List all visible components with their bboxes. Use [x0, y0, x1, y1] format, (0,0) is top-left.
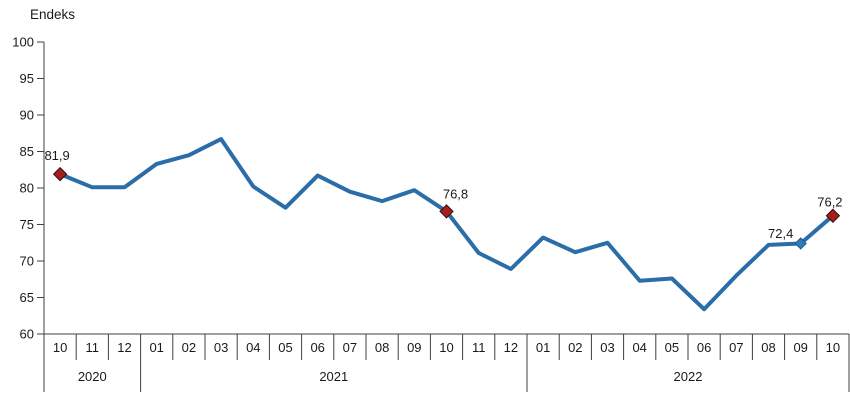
- x-tick-label: 10: [826, 340, 840, 355]
- x-tick-label: 04: [246, 340, 260, 355]
- x-tick-label: 01: [536, 340, 550, 355]
- y-tick-label: 75: [20, 217, 34, 232]
- x-tick-label: 09: [793, 340, 807, 355]
- x-tick-label: 07: [729, 340, 743, 355]
- x-tick-label: 11: [86, 340, 100, 355]
- x-tick-label: 10: [439, 340, 453, 355]
- x-tick-label: 07: [343, 340, 357, 355]
- y-tick-label: 95: [20, 71, 34, 86]
- x-tick-label: 11: [472, 340, 486, 355]
- y-tick-label: 90: [20, 108, 34, 123]
- x-tick-label: 12: [117, 340, 131, 355]
- data-marker-red: [825, 208, 841, 223]
- year-label: 2022: [674, 369, 703, 384]
- data-marker-red: [52, 166, 68, 182]
- x-tick-label: 02: [568, 340, 582, 355]
- y-tick-label: 100: [12, 35, 34, 50]
- x-tick-label: 08: [375, 340, 389, 355]
- x-tick-label: 10: [53, 340, 67, 355]
- x-tick-label: 02: [182, 340, 196, 355]
- x-tick-label: 12: [504, 340, 518, 355]
- data-label: 76,2: [817, 195, 842, 210]
- data-label: 81,9: [44, 148, 69, 163]
- data-line: [58, 137, 835, 312]
- x-tick-label: 03: [600, 340, 614, 355]
- y-tick-label: 85: [20, 144, 34, 159]
- x-tick-label: 05: [278, 340, 292, 355]
- x-tick-label: 08: [761, 340, 775, 355]
- x-tick-label: 01: [149, 340, 163, 355]
- year-label: 2020: [78, 369, 107, 384]
- y-tick-label: 60: [20, 327, 34, 342]
- x-tick-label: 05: [665, 340, 679, 355]
- data-label: 72,4: [768, 226, 793, 241]
- data-label: 76,8: [443, 186, 468, 201]
- x-tick-label: 06: [697, 340, 711, 355]
- data-marker-blue: [794, 237, 807, 250]
- x-tick-label: 09: [407, 340, 421, 355]
- y-tick-label: 70: [20, 254, 34, 269]
- data-marker-red: [439, 204, 454, 219]
- y-tick-label: 65: [20, 290, 34, 305]
- year-label: 2021: [319, 369, 348, 384]
- y-tick-label: 80: [20, 181, 34, 196]
- x-tick-label: 04: [632, 340, 646, 355]
- y-axis-title: Endeks: [30, 7, 76, 22]
- x-tick-label: 03: [214, 340, 228, 355]
- x-tick-label: 06: [310, 340, 324, 355]
